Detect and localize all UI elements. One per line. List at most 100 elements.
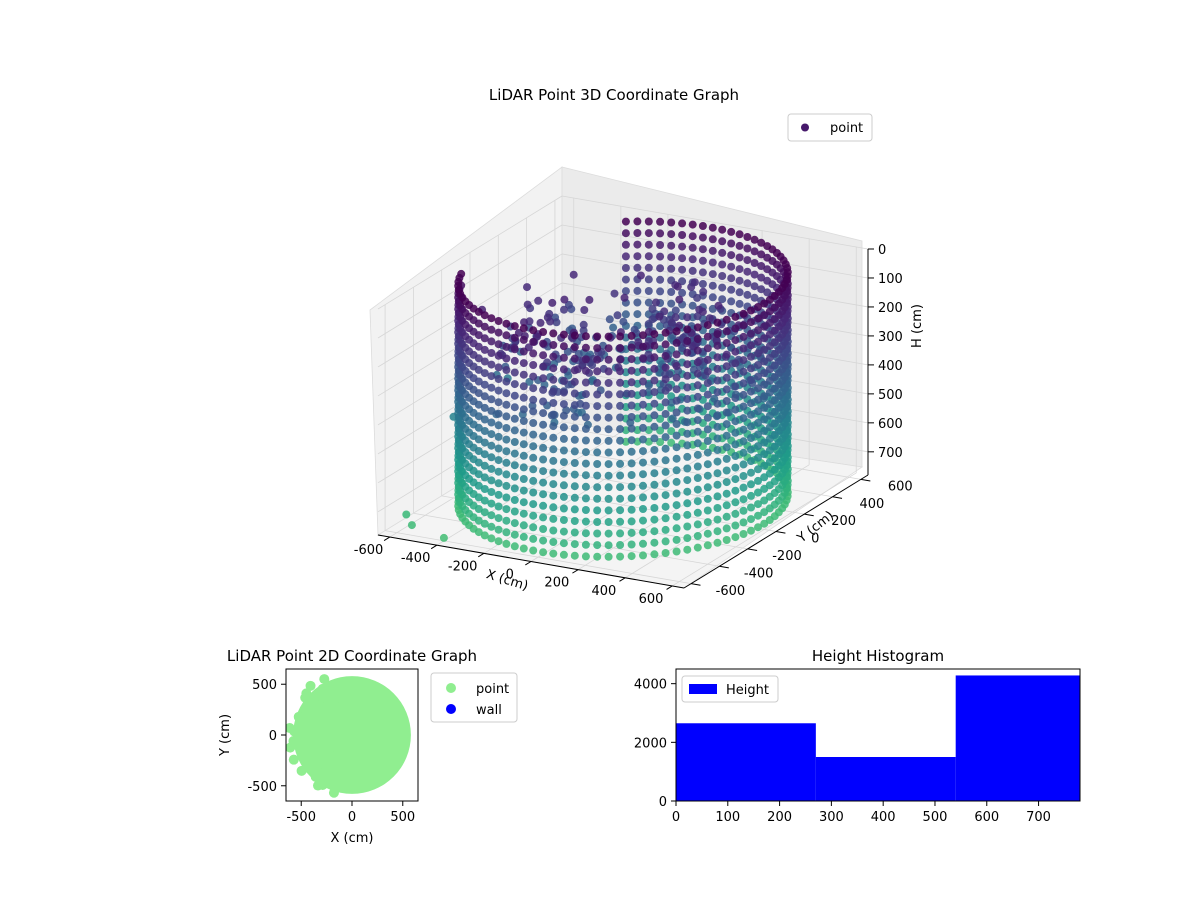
point-3d	[474, 377, 483, 386]
point-3d	[487, 499, 496, 508]
point-3d	[627, 413, 636, 421]
point-3d	[510, 461, 519, 470]
point-3d	[661, 537, 670, 546]
point-3d	[683, 429, 692, 438]
point-3d	[639, 354, 647, 363]
point-3d	[727, 285, 736, 294]
point-3d	[593, 529, 602, 538]
point-3d	[693, 439, 702, 448]
point-3d	[616, 483, 625, 492]
point-3d	[549, 480, 558, 489]
histogram-y-tick-label: 2000	[634, 736, 667, 751]
point-3d	[510, 345, 519, 354]
point-3d	[667, 438, 676, 447]
point-3d	[739, 530, 748, 538]
point-3d	[627, 343, 636, 352]
point-3d	[661, 456, 670, 465]
point-3d	[539, 513, 548, 522]
point-3d	[718, 225, 727, 234]
point-3d	[559, 434, 568, 443]
point-3d	[713, 411, 722, 420]
point-3d	[739, 402, 748, 411]
point-3d	[519, 509, 528, 518]
y-tick-3d-4	[804, 513, 814, 517]
point-3d	[661, 433, 670, 442]
point-3d	[739, 448, 748, 457]
point-3d	[474, 447, 483, 455]
point-3d	[539, 490, 548, 499]
legend-histogram: Height	[681, 675, 779, 703]
point-3d	[510, 507, 519, 516]
point-3d	[494, 409, 503, 418]
point-3d	[754, 314, 762, 323]
point-3d	[731, 475, 740, 484]
point-3d	[604, 332, 613, 341]
point-3d	[731, 521, 740, 530]
point-3d	[739, 495, 748, 504]
point-3d	[683, 418, 692, 427]
point-3d	[620, 293, 629, 302]
point-3d	[529, 523, 538, 532]
point-3d	[660, 307, 669, 316]
point-3d	[650, 422, 659, 431]
point-3d	[549, 352, 558, 361]
point-3d	[474, 354, 483, 363]
point-3d	[739, 437, 748, 446]
point-3d	[672, 466, 681, 475]
point-3d	[519, 498, 528, 507]
point-3d	[750, 293, 759, 302]
point-3d	[650, 341, 659, 350]
point-3d	[713, 480, 722, 489]
point-3d	[570, 331, 579, 340]
point-3d	[739, 332, 748, 341]
point-3d	[627, 505, 636, 514]
y-tick-3d-6	[860, 478, 871, 482]
point-3d	[581, 494, 590, 503]
point-3d	[604, 552, 613, 561]
point-3d	[661, 328, 670, 337]
point-3d	[678, 219, 687, 228]
point-3d	[502, 458, 511, 467]
point-3d	[581, 390, 590, 399]
point-3d	[731, 440, 740, 449]
point-2d	[312, 780, 323, 791]
point-3d	[480, 519, 489, 528]
point-3d	[487, 511, 496, 520]
point-3d	[510, 322, 519, 331]
histogram-x-tick-label: 100	[715, 810, 740, 825]
point-3d	[539, 548, 548, 557]
point-3d	[604, 494, 613, 503]
point-3d	[747, 468, 755, 477]
point-3d	[480, 357, 489, 366]
point-3d	[549, 549, 558, 558]
y-tick-label-3d: 0	[811, 532, 819, 547]
point-3d	[722, 536, 731, 544]
point-3d	[627, 401, 636, 410]
point-3d	[650, 388, 659, 397]
point-3d	[570, 551, 579, 560]
point-3d	[703, 332, 712, 341]
point-3d	[754, 326, 762, 335]
point-3d	[683, 522, 692, 531]
point-3d	[604, 518, 613, 526]
point-3d	[519, 405, 528, 414]
point-3d	[650, 457, 659, 466]
point-3d	[510, 530, 519, 539]
point-3d	[585, 295, 594, 304]
point-3d	[616, 390, 625, 399]
point-3d	[650, 434, 659, 443]
point-3d	[754, 384, 762, 393]
point-3d	[754, 465, 762, 474]
x-tick-3d-3	[525, 561, 532, 566]
point-3d	[661, 398, 670, 407]
point-2d	[320, 743, 331, 754]
y-axis-label-2d: Y (cm)	[218, 714, 233, 757]
point-3d	[731, 463, 740, 472]
point-3d	[494, 502, 503, 511]
point-3d	[722, 454, 731, 463]
point-3d	[581, 401, 590, 410]
point-3d	[656, 333, 665, 342]
point-3d	[480, 508, 489, 517]
point-3d	[529, 488, 538, 497]
point-3d	[581, 448, 590, 457]
